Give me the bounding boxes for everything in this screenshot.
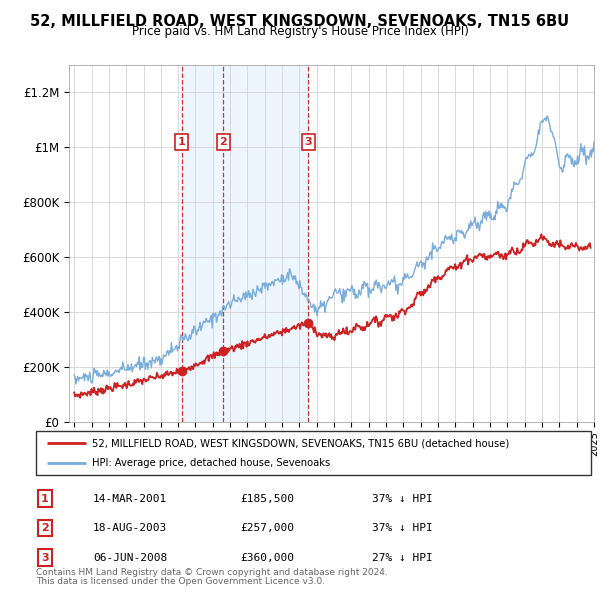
Text: Price paid vs. HM Land Registry's House Price Index (HPI): Price paid vs. HM Land Registry's House … [131,25,469,38]
Text: 1: 1 [178,137,185,147]
Text: 37% ↓ HPI: 37% ↓ HPI [372,494,433,503]
Text: 37% ↓ HPI: 37% ↓ HPI [372,523,433,533]
Text: 1: 1 [41,494,49,503]
Text: 3: 3 [304,137,312,147]
Text: 18-AUG-2003: 18-AUG-2003 [93,523,167,533]
Text: 2: 2 [220,137,227,147]
Text: 2: 2 [41,523,49,533]
Text: £185,500: £185,500 [240,494,294,503]
Text: Contains HM Land Registry data © Crown copyright and database right 2024.: Contains HM Land Registry data © Crown c… [36,568,388,577]
Text: 52, MILLFIELD ROAD, WEST KINGSDOWN, SEVENOAKS, TN15 6BU (detached house): 52, MILLFIELD ROAD, WEST KINGSDOWN, SEVE… [91,438,509,448]
Text: £257,000: £257,000 [240,523,294,533]
Text: 27% ↓ HPI: 27% ↓ HPI [372,553,433,562]
Bar [182,65,308,422]
Text: 06-JUN-2008: 06-JUN-2008 [93,553,167,562]
Text: 14-MAR-2001: 14-MAR-2001 [93,494,167,503]
Text: 3: 3 [41,553,49,562]
Text: This data is licensed under the Open Government Licence v3.0.: This data is licensed under the Open Gov… [36,577,325,586]
Text: HPI: Average price, detached house, Sevenoaks: HPI: Average price, detached house, Seve… [91,458,330,468]
Text: £360,000: £360,000 [240,553,294,562]
FancyBboxPatch shape [36,431,591,475]
Text: 52, MILLFIELD ROAD, WEST KINGSDOWN, SEVENOAKS, TN15 6BU: 52, MILLFIELD ROAD, WEST KINGSDOWN, SEVE… [31,14,569,29]
